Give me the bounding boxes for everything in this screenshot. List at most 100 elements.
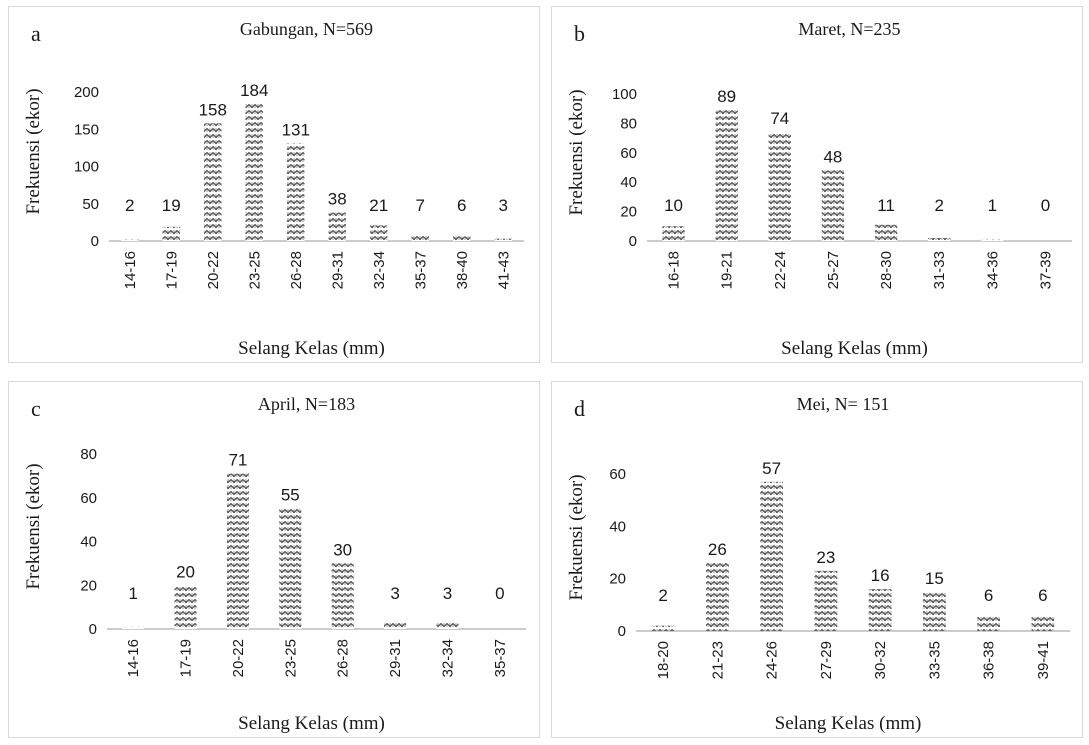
y-axis-title: Frekuensi (ekor) (23, 463, 44, 589)
category-label: 35-37 (412, 251, 429, 289)
category-label: 24-26 (764, 641, 781, 679)
y-axis-title: Frekuensi (ekor) (566, 474, 587, 600)
category-label: 29-31 (329, 251, 346, 289)
data-label: 30 (333, 540, 352, 559)
data-label: 16 (871, 566, 890, 585)
data-label: 6 (984, 586, 993, 605)
bar (715, 110, 738, 241)
category-label: 14-16 (125, 639, 142, 677)
chart-panel-d: d Mei, N= 151 Frekuensi (ekor) 0 20 40 60 2 18-2… (551, 381, 1083, 738)
bar (1031, 615, 1055, 631)
category-label: 19-21 (719, 251, 736, 289)
y-tick-label: 200 (74, 84, 99, 101)
category-label: 27-29 (818, 641, 835, 679)
category-label: 18-20 (655, 641, 672, 679)
bar (922, 591, 946, 631)
x-axis-title: Selang Kelas (mm) (781, 338, 928, 359)
bar (204, 123, 222, 241)
chart-svg: c April, N=183 Frekuensi (ekor) 0 20 40 60 80 1 1… (23, 394, 526, 734)
category-label: 41-43 (495, 251, 512, 289)
chart-panel-b: b Maret, N=235 Frekuensi (ekor) 0 20 40 60 80 10… (551, 6, 1083, 363)
y-tick-label: 0 (629, 233, 637, 250)
bar (226, 473, 249, 629)
category-label: 21-23 (709, 641, 726, 679)
y-tick-label: 80 (80, 446, 97, 463)
bar (328, 212, 346, 241)
data-label: 184 (240, 81, 268, 100)
y-tick-label: 150 (74, 121, 99, 138)
x-axis-title: Selang Kelas (mm) (238, 713, 385, 734)
bar (981, 239, 1004, 241)
category-label: 16-18 (666, 251, 683, 289)
category-label: 20-22 (230, 639, 247, 677)
data-label: 3 (499, 196, 508, 215)
bar (436, 622, 459, 629)
data-label: 19 (162, 196, 181, 215)
category-label: 26-28 (288, 251, 305, 289)
data-label: 1 (128, 584, 137, 603)
data-label: 0 (1041, 196, 1050, 215)
chart-title: April, N=183 (258, 394, 355, 414)
panel-letter: b (574, 21, 585, 46)
y-tick-label: 0 (89, 621, 97, 638)
bar (928, 238, 951, 241)
data-label: 2 (658, 586, 667, 605)
data-label: 26 (708, 540, 727, 559)
bar (453, 236, 471, 241)
y-tick-label: 60 (609, 466, 626, 483)
data-label: 10 (664, 196, 683, 215)
category-label: 31-33 (931, 251, 948, 289)
category-label: 23-25 (246, 251, 263, 289)
data-label: 6 (1038, 586, 1047, 605)
bar (814, 570, 838, 631)
category-label: 35-37 (492, 639, 509, 677)
data-label: 74 (770, 109, 789, 128)
chart-title: Gabungan, N=569 (240, 19, 373, 39)
y-axis-title: Frekuensi (ekor) (566, 89, 587, 215)
category-label: 25-27 (825, 251, 842, 289)
data-label: 6 (457, 196, 466, 215)
bar (874, 224, 898, 241)
data-label: 20 (176, 562, 195, 581)
bar (821, 170, 845, 241)
data-label: 38 (328, 190, 347, 209)
chart-panel-a: a Gabungan, N=569 Frekuensi (ekor) 0 50 100 15… (8, 6, 540, 363)
category-label: 28-30 (878, 251, 895, 289)
data-label: 15 (925, 569, 944, 588)
chart-panel-c: c April, N=183 Frekuensi (ekor) 0 20 40 60 80 1 1… (8, 381, 540, 738)
bar (705, 562, 729, 631)
y-tick-label: 0 (91, 233, 99, 250)
category-label: 17-19 (178, 639, 195, 677)
category-label: 20-22 (205, 251, 222, 289)
category-label: 39-41 (1035, 641, 1052, 679)
bar (494, 238, 512, 241)
category-label: 36-38 (981, 641, 998, 679)
bar (977, 615, 1001, 631)
bar (651, 625, 675, 631)
data-label: 7 (416, 196, 425, 215)
x-axis-title: Selang Kelas (mm) (238, 338, 385, 359)
data-label: 131 (282, 120, 310, 139)
category-label: 26-28 (335, 639, 352, 677)
chart-title: Mei, N= 151 (797, 394, 890, 414)
bar (174, 585, 197, 629)
bar (245, 103, 263, 241)
chart-title: Maret, N=235 (798, 19, 900, 39)
data-label: 1 (988, 196, 997, 215)
y-axis-title: Frekuensi (ekor) (23, 88, 44, 214)
bar (287, 143, 305, 241)
bar (662, 226, 685, 241)
data-label: 2 (125, 196, 134, 215)
category-label: 17-19 (163, 251, 180, 289)
data-label: 11 (877, 196, 895, 215)
data-label: 0 (495, 584, 504, 603)
y-tick-label: 20 (620, 204, 637, 221)
category-label: 38-40 (454, 251, 471, 289)
bar (868, 589, 892, 631)
panel-letter: a (31, 21, 41, 46)
category-label: 33-35 (926, 641, 943, 679)
category-label: 37-39 (1037, 251, 1054, 289)
category-label: 29-31 (387, 639, 404, 677)
data-label: 21 (369, 196, 388, 215)
